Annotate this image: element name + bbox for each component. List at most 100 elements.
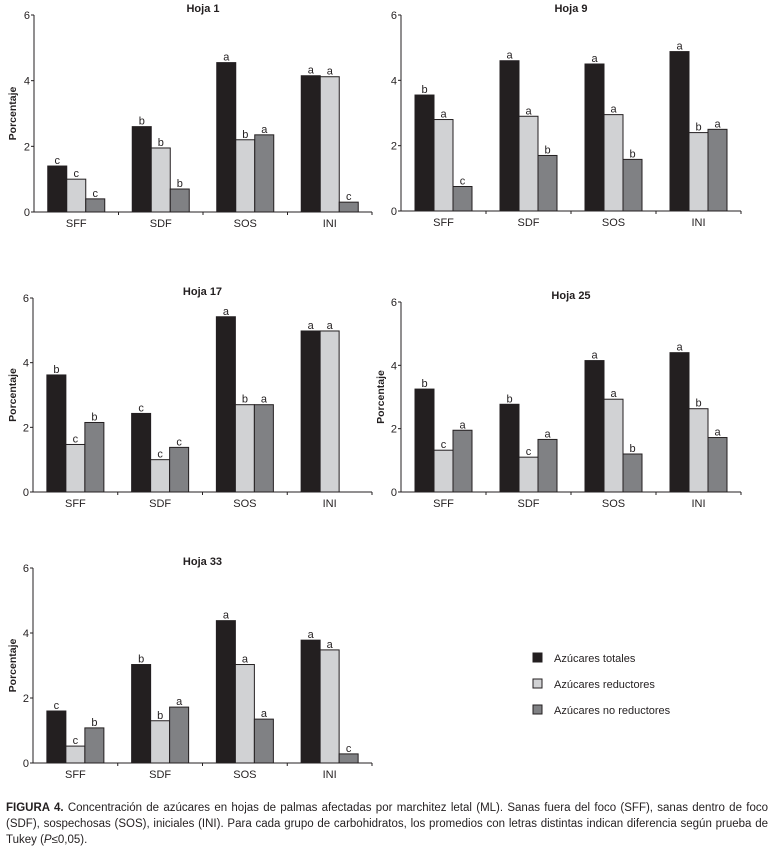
significance-letter: a [261, 124, 268, 136]
significance-letter: a [676, 342, 683, 354]
chart-panel-1: Hoja 1 Porcentaje 0 2 4 6 SFF c c c SDF b b b SOS a b a IN… [7, 3, 373, 230]
significance-letter: a [308, 320, 315, 332]
legend-label: Azúcares no reductores [554, 705, 671, 717]
y-tick-label: 2 [24, 141, 30, 153]
y-tick-label: 0 [23, 758, 29, 770]
y-axis-label: Porcentaje [7, 87, 19, 141]
bar-sos-series-1 [215, 316, 236, 493]
x-tick-label: INI [323, 498, 337, 510]
bar-sdf-series-2 [150, 147, 171, 213]
bar-sff-series-2 [433, 119, 454, 212]
significance-letter: b [695, 122, 701, 134]
bar-sdf-series-1 [131, 664, 152, 764]
bar-ini-series-2 [688, 132, 709, 212]
significance-letter: a [676, 41, 683, 53]
significance-letter: c [73, 735, 79, 747]
bar-sos-series-2 [603, 398, 624, 493]
x-tick-label: SOS [233, 498, 256, 510]
bar-ini-series-1 [300, 330, 321, 493]
y-tick-label: 4 [391, 360, 397, 372]
significance-letter: b [421, 84, 427, 96]
bar-ini-series-3 [338, 753, 359, 764]
bar-ini-series-2 [319, 76, 340, 213]
bar-sff-series-3 [452, 186, 473, 212]
bar-sos-series-3 [253, 718, 274, 764]
significance-letter: a [591, 350, 598, 362]
bar-sff-series-2 [65, 745, 86, 764]
bar-ini-series-2 [319, 330, 340, 493]
y-tick-label: 0 [24, 207, 30, 219]
bar-sdf-series-2 [150, 720, 171, 764]
bar-sos-series-2 [234, 404, 255, 493]
bar-ini-series-3 [338, 201, 359, 213]
y-tick-label: 4 [24, 76, 30, 88]
significance-letter: c [441, 439, 447, 451]
significance-letter: a [261, 708, 268, 720]
chart-panel-2: Hoja 9 0 2 4 6 SFF b a c SDF a a b SOS a a b INI a b a [391, 3, 742, 229]
significance-letter: b [629, 443, 635, 455]
significance-letter: b [157, 710, 163, 722]
significance-letter: a [327, 639, 334, 651]
x-tick-label: SOS [602, 498, 625, 510]
y-axis-label: Porcentaje [7, 368, 19, 422]
legend-swatch [532, 652, 543, 663]
bar-sff-series-3 [85, 198, 106, 213]
significance-letter: b [138, 654, 144, 666]
bar-sff-series-2 [66, 178, 87, 213]
bar-sff-series-3 [84, 421, 105, 493]
bar-sff-series-2 [65, 443, 86, 493]
significance-letter: a [327, 320, 334, 332]
legend-swatch [532, 678, 543, 689]
bar-sdf-series-2 [150, 459, 171, 493]
y-tick-label: 2 [391, 141, 397, 153]
chart-legend: Azúcares totales Azúcares reductores Azúca… [532, 652, 671, 717]
y-tick-label: 0 [23, 487, 29, 499]
significance-letter: c [157, 449, 163, 461]
chart-title: Hoja 33 [183, 556, 222, 568]
figure-canvas: Hoja 1 Porcentaje 0 2 4 6 SFF c c c SDF b b b SOS a b a IN… [7, 3, 742, 781]
y-tick-label: 6 [23, 293, 29, 305]
bar-sos-series-1 [215, 620, 236, 764]
bar-ini-series-1 [669, 51, 690, 212]
bar-sdf-series-2 [518, 115, 539, 212]
significance-letter: a [591, 53, 598, 65]
bar-sff-series-1 [46, 710, 67, 764]
significance-letter: a [308, 65, 315, 77]
significance-letter: a [714, 427, 721, 439]
x-tick-label: SOS [602, 217, 625, 229]
chart-title: Hoja 1 [186, 3, 219, 15]
significance-letter: b [139, 116, 145, 128]
bar-sdf-series-3 [169, 446, 190, 493]
significance-letter: b [91, 717, 97, 729]
significance-letter: b [695, 398, 701, 410]
x-tick-label: SDF [150, 218, 172, 230]
bar-sos-series-3 [622, 158, 643, 212]
y-tick-label: 2 [23, 422, 29, 434]
bar-sdf-series-1 [499, 403, 520, 493]
y-tick-label: 2 [23, 693, 29, 705]
bar-sdf-series-1 [131, 126, 152, 213]
x-tick-label: SOS [233, 769, 256, 781]
bar-ini-series-1 [669, 352, 690, 493]
y-axis-label: Porcentaje [375, 370, 387, 424]
bar-sos-series-1 [584, 360, 605, 493]
significance-letter: a [223, 306, 230, 318]
significance-letter: c [55, 155, 61, 167]
bar-sos-series-1 [584, 63, 605, 212]
figure-caption: FIGURA 4. Concentración de azúcares en h… [6, 800, 768, 848]
x-tick-label: SFF [66, 218, 87, 230]
caption-p-text: ≤0,05). [51, 834, 88, 846]
x-tick-label: SFF [65, 498, 86, 510]
bar-sdf-series-1 [499, 60, 520, 212]
y-tick-label: 6 [391, 297, 397, 309]
x-tick-label: INI [691, 217, 705, 229]
x-tick-label: SDF [149, 769, 171, 781]
significance-letter: a [610, 104, 617, 116]
bar-sff-series-3 [84, 727, 105, 764]
bar-sos-series-3 [622, 453, 643, 493]
bar-sos-series-3 [254, 134, 275, 213]
significance-letter: c [176, 436, 182, 448]
x-tick-label: SDF [518, 217, 540, 229]
bar-ini-series-2 [319, 649, 340, 764]
significance-letter: a [242, 654, 249, 666]
